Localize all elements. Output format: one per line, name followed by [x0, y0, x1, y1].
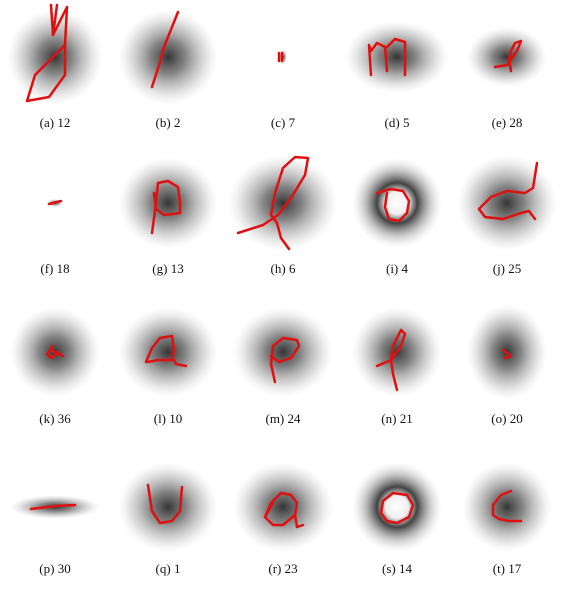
panel-caption: (d) 5 — [385, 115, 410, 130]
trajectory-density — [352, 462, 442, 552]
mean-stroke — [25, 3, 69, 103]
trajectory-density — [233, 307, 333, 397]
panel-caption: (j) 25 — [493, 261, 522, 276]
mean-stroke — [491, 489, 523, 523]
panel-caption: (t) 17 — [493, 561, 522, 576]
mean-stroke — [150, 10, 180, 89]
mean-stroke — [375, 328, 407, 392]
mean-stroke — [379, 491, 415, 525]
panel-caption: (r) 23 — [268, 561, 297, 576]
trajectory-density — [457, 155, 557, 251]
mean-stroke — [146, 483, 184, 525]
panel-caption: (k) 36 — [39, 411, 71, 426]
trajectory-density — [118, 462, 218, 552]
mean-stroke — [493, 39, 523, 73]
trajectory-density — [118, 307, 218, 397]
mean-stroke — [236, 155, 310, 251]
panel-caption: (n) 21 — [381, 411, 412, 426]
mean-stroke — [269, 336, 301, 384]
mean-stroke — [47, 199, 63, 206]
panel-caption: (c) 7 — [271, 115, 296, 130]
panel-caption: (m) 24 — [265, 411, 301, 426]
panel-caption: (i) 4 — [386, 261, 409, 276]
trajectory-density — [233, 462, 333, 552]
mean-stroke — [277, 51, 284, 63]
panel-caption: (a) 12 — [40, 115, 71, 130]
trajectory-density — [118, 9, 218, 105]
panel-caption: (h) 6 — [271, 261, 296, 276]
trajectory-density — [118, 157, 218, 249]
panel-caption: (o) 20 — [491, 411, 522, 426]
trajectory-density — [467, 27, 547, 87]
trajectory-density — [7, 9, 103, 105]
mean-stroke — [29, 503, 77, 511]
mean-stroke — [367, 37, 407, 77]
panel-caption: (p) 30 — [39, 561, 70, 576]
mean-stroke — [263, 491, 305, 529]
panel-caption: (e) 28 — [492, 115, 523, 130]
panel-caption: (q) 1 — [156, 561, 181, 576]
trajectory-density — [462, 462, 552, 552]
mean-stroke — [501, 348, 513, 360]
mean-stroke — [45, 344, 65, 360]
panel-caption: (g) 13 — [152, 261, 183, 276]
panel-caption: (s) 14 — [382, 561, 412, 576]
mean-stroke — [375, 187, 411, 223]
panel-caption: (b) 2 — [156, 115, 181, 130]
trajectory-density — [352, 158, 442, 248]
panel-caption: (l) 10 — [154, 411, 183, 426]
mean-stroke — [150, 179, 182, 235]
trajectory-density — [345, 21, 449, 93]
panel-caption: (f) 18 — [40, 261, 69, 276]
mean-stroke — [144, 334, 188, 368]
mean-stroke — [477, 161, 539, 221]
